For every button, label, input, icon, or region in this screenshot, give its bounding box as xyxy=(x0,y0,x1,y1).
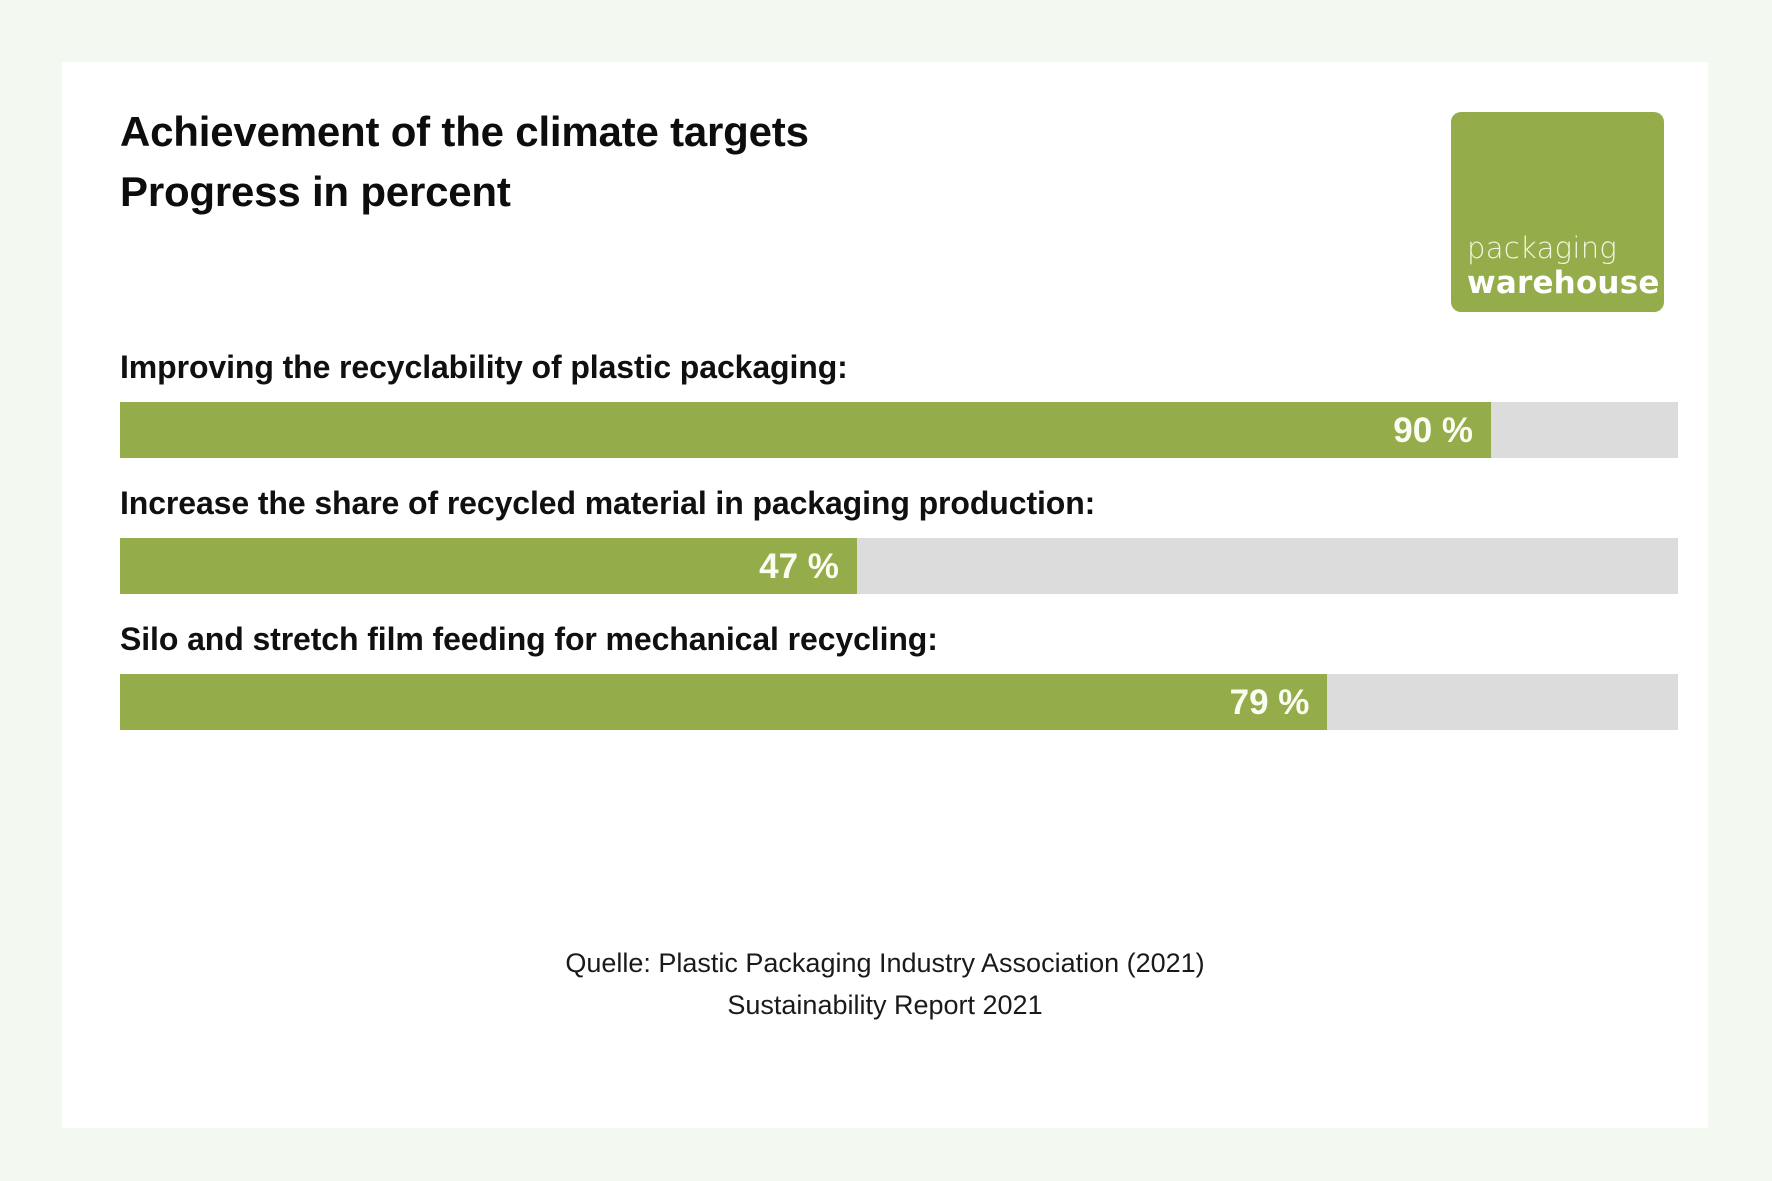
metric-row: Silo and stretch film feeding for mechan… xyxy=(120,616,1680,730)
bar-fill: 79 % xyxy=(120,674,1328,730)
metric-row: Increase the share of recycled material … xyxy=(120,480,1680,594)
metric-label: Improving the recyclability of plastic p… xyxy=(120,349,848,385)
metric-row: Improving the recyclability of plastic p… xyxy=(120,344,1680,458)
source-line-2: Sustainability Report 2021 xyxy=(727,990,1043,1020)
bar-fill: 47 % xyxy=(120,538,857,594)
bar-value-label: 79 % xyxy=(1229,682,1310,722)
progress-bar-chart: Improving the recyclability of plastic p… xyxy=(120,344,1680,752)
bar-value-label: 47 % xyxy=(759,546,839,586)
infographic-card: Achievement of the climate targets Progr… xyxy=(62,62,1708,1128)
metric-label: Increase the share of recycled material … xyxy=(120,485,1096,521)
bar-track: 79 % xyxy=(120,674,1678,730)
metric-label: Silo and stretch film feeding for mechan… xyxy=(120,621,938,657)
title-line-1: Achievement of the climate targets xyxy=(120,108,809,155)
page-title: Achievement of the climate targets Progr… xyxy=(120,102,1220,222)
source-line-1: Quelle: Plastic Packaging Industry Assoc… xyxy=(565,948,1205,978)
title-line-2: Progress in percent xyxy=(120,168,511,215)
source-note: Quelle: Plastic Packaging Industry Assoc… xyxy=(62,942,1708,1026)
logo-text: packaging warehouse xyxy=(1467,231,1660,302)
bar-value-label: 90 % xyxy=(1393,410,1474,450)
bar-track: 90 % xyxy=(120,402,1678,458)
bar-fill: 90 % xyxy=(120,402,1492,458)
header: Achievement of the climate targets Progr… xyxy=(120,102,1668,322)
logo-word-packaging: packaging xyxy=(1467,231,1618,265)
logo-word-warehouse: warehouse xyxy=(1467,265,1660,301)
bar-track: 47 % xyxy=(120,538,1678,594)
packaging-warehouse-logo: packaging warehouse xyxy=(1451,112,1664,312)
